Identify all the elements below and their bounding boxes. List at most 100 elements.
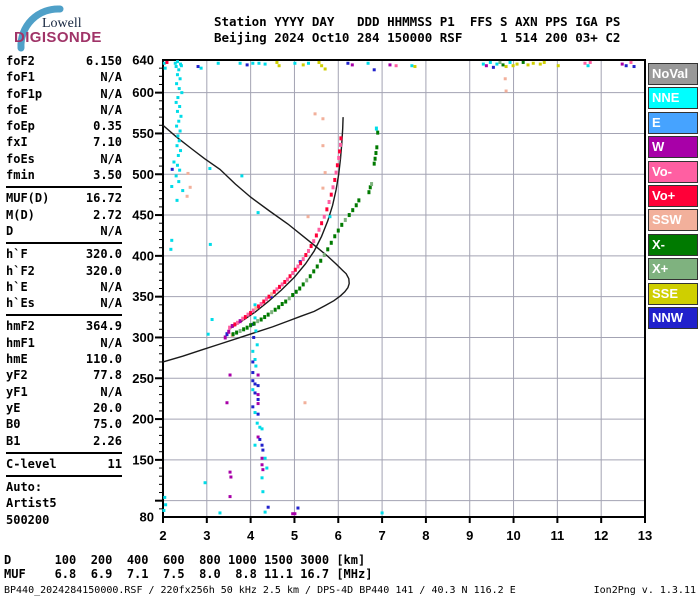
echo-noise-point: [306, 215, 310, 219]
echo-noise-point: [253, 391, 257, 395]
echo-noise-point: [177, 119, 181, 123]
parameter-value: N/A: [100, 384, 122, 399]
echo-noise-point: [321, 186, 325, 190]
o-trace-point: [243, 315, 247, 320]
echo-noise-point: [177, 139, 181, 143]
echo-noise-point: [260, 476, 264, 480]
o-trace-point: [285, 277, 289, 282]
echo-noise-point: [251, 360, 255, 364]
echo-noise-point: [253, 303, 257, 307]
x-trace-point: [351, 208, 355, 213]
panel-separator: [6, 475, 122, 478]
parameter-row: yF1 N/A: [6, 384, 122, 400]
x-trace-point: [333, 234, 337, 239]
legend-item-noval: NoVal: [648, 63, 698, 85]
legend-item-sse: SSE: [648, 282, 698, 305]
echo-noise-point: [203, 481, 207, 485]
parameter-label: B1: [6, 433, 21, 448]
echo-noise-point: [503, 77, 507, 81]
x-trace-point: [249, 323, 253, 328]
o-trace-point: [254, 306, 258, 311]
echo-noise-point: [350, 63, 354, 67]
echo-noise-point: [228, 495, 232, 499]
station-header: Station YYYY DAY DDD HHMMSS P1 FFS S AXN…: [214, 14, 620, 46]
parameter-label: h`Es: [6, 296, 35, 311]
parameter-value: N/A: [100, 151, 122, 166]
x-trace-point: [370, 182, 374, 187]
echo-noise-point: [484, 64, 488, 68]
echo-noise-point: [186, 171, 190, 175]
parameter-label: B0: [6, 417, 21, 432]
o-trace-point: [317, 227, 321, 232]
parameter-label: foF2: [6, 54, 35, 68]
parameter-label: hmF1: [6, 335, 35, 350]
echo-noise-point: [583, 61, 587, 65]
parameter-label: foE: [6, 102, 28, 117]
echo-noise-point: [175, 82, 179, 86]
parameter-value: 11: [107, 456, 122, 471]
x-axis-label: 4: [247, 528, 255, 543]
parameter-row: h`F2 320.0: [6, 263, 122, 279]
echo-noise-point: [263, 456, 267, 460]
y-axis-label: 550: [132, 126, 154, 141]
parameter-row: 500200: [6, 512, 122, 528]
echo-noise-point: [263, 510, 267, 514]
muf-table-row-d: D 100 200 400 600 800 1000 1500 3000 [km…: [4, 553, 366, 567]
echo-noise-point: [178, 77, 182, 81]
echo-noise-point: [261, 490, 265, 494]
o-trace-point: [283, 279, 287, 284]
parameter-row: foEs N/A: [6, 151, 122, 167]
o-trace-point: [299, 261, 303, 266]
x-trace-point: [376, 130, 380, 135]
echo-noise-point: [629, 60, 633, 64]
echo-noise-point: [256, 435, 260, 439]
x-trace-point: [305, 278, 309, 283]
parameter-label: foEp: [6, 119, 35, 134]
echo-noise-point: [504, 89, 508, 93]
echo-noise-point: [526, 63, 530, 67]
parameter-value: 110.0: [85, 352, 122, 367]
digisonde-logo: Lowell DIGISONDE: [6, 4, 146, 52]
echo-noise-point: [196, 65, 200, 69]
parameter-label: yF2: [6, 368, 28, 383]
x-axis-label: 6: [335, 528, 342, 543]
parameter-row: B0 75.0: [6, 416, 122, 432]
echo-noise-point: [301, 63, 305, 67]
echo-noise-point: [169, 247, 173, 251]
parameter-value: N/A: [100, 86, 122, 101]
o-trace-point: [233, 322, 237, 327]
o-trace-point: [259, 302, 263, 307]
echo-noise-point: [380, 511, 384, 515]
parameter-row: foF2 6.150: [6, 53, 122, 69]
o-trace-point: [304, 253, 308, 258]
o-trace-point: [249, 310, 253, 315]
x-trace-point: [231, 332, 235, 337]
panel-separator: [6, 314, 122, 317]
parameter-value: 75.0: [93, 417, 122, 432]
parameter-row: fmin 3.50: [6, 167, 122, 183]
echo-noise-point: [175, 109, 179, 113]
echo-noise-point: [175, 144, 179, 148]
echo-noise-point: [245, 63, 249, 67]
parameter-label: D: [6, 223, 14, 238]
echo-noise-point: [162, 508, 166, 512]
echo-noise-point: [174, 65, 178, 69]
logo-swoosh-icon: [17, 5, 64, 52]
parameter-row: D N/A: [6, 223, 122, 239]
echo-noise-point: [256, 373, 260, 377]
echo-noise-point: [256, 393, 260, 397]
o-trace-point: [241, 316, 245, 321]
x-trace-point: [326, 247, 330, 252]
x-axis-label: 8: [422, 528, 429, 543]
electron-density-profile-curve: [162, 124, 350, 363]
parameter-value: 320.0: [85, 247, 122, 262]
echo-noise-point: [277, 64, 281, 68]
o-trace-point: [335, 163, 339, 168]
parameter-label: h`F2: [6, 263, 35, 278]
o-trace-point: [320, 221, 324, 226]
parameter-value: 0.35: [93, 119, 122, 134]
parameter-row: h`F 320.0: [6, 246, 122, 262]
x-trace-point: [280, 302, 284, 307]
parameter-label: hmF2: [6, 319, 35, 334]
